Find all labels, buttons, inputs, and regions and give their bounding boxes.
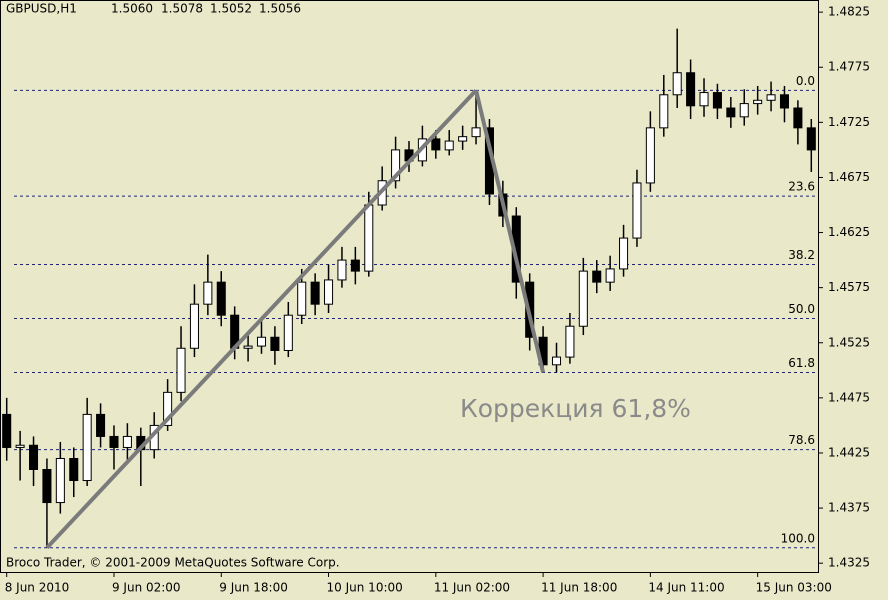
x-tick-label: 9 Jun 18:00 <box>219 581 288 595</box>
x-tick-label: 15 Jun 03:00 <box>756 581 832 595</box>
candle-body <box>779 94 789 109</box>
candle-body <box>96 413 106 437</box>
candle-body <box>256 336 267 347</box>
candle-body <box>55 457 65 504</box>
y-tick-label: 1.4575 <box>828 280 870 294</box>
x-tick-label: 8 Jun 2010 <box>5 581 70 595</box>
correction-trend <box>474 89 546 373</box>
candle-body <box>122 435 132 448</box>
y-tick-label: 1.4675 <box>828 170 870 184</box>
y-tick-label: 1.4375 <box>828 501 870 515</box>
candle-body <box>726 107 736 118</box>
candle-body <box>592 270 602 283</box>
fib-trend <box>45 89 478 550</box>
candle-body <box>471 127 481 138</box>
candle-body <box>203 281 213 305</box>
x-tick-label: 10 Jun 10:00 <box>327 581 403 595</box>
candle-body <box>270 336 280 351</box>
candle-body <box>42 469 52 504</box>
y-tick-label: 1.4425 <box>828 445 870 459</box>
candle-body <box>806 127 816 151</box>
candle-body <box>2 413 12 448</box>
candle-body <box>565 325 575 358</box>
candle-body <box>297 281 307 316</box>
candle-body <box>686 72 696 107</box>
candle-body <box>29 444 39 471</box>
candle-body <box>364 204 374 272</box>
fib-label: 78.6 <box>788 433 815 447</box>
candle-body <box>605 268 615 283</box>
candle-body <box>391 149 401 182</box>
quote-open: 1.5060 <box>111 2 153 16</box>
candle-body <box>793 107 803 129</box>
candle-body <box>109 435 119 448</box>
candle-body <box>69 457 79 482</box>
candle-body <box>337 259 347 281</box>
annotation: Коррекция 61,8% <box>460 394 691 423</box>
y-tick-label: 1.4775 <box>828 60 870 74</box>
candle-body <box>739 103 749 118</box>
y-tick-label: 1.4625 <box>828 225 870 239</box>
candle-body <box>578 270 588 327</box>
candle-body <box>659 94 669 129</box>
candle-body <box>645 127 655 184</box>
candle-body <box>458 136 468 142</box>
candle-body <box>699 92 709 107</box>
candle-body <box>324 279 334 305</box>
candle-body <box>672 72 682 96</box>
candle-body <box>753 99 763 105</box>
candle-body <box>189 303 199 349</box>
quote-high: 1.5078 <box>161 2 203 16</box>
candle-body <box>444 140 454 151</box>
x-tick-label: 9 Jun 02:00 <box>112 581 181 595</box>
candle-body <box>216 281 226 316</box>
y-tick-label: 1.4475 <box>828 390 870 404</box>
fib-label: 0.0 <box>796 74 815 88</box>
candle-body <box>82 413 92 482</box>
candle-body <box>551 356 562 366</box>
candle-body <box>431 138 441 151</box>
y-tick-label: 1.4725 <box>828 115 870 129</box>
footer: Broco Trader, © 2001-2009 MetaQuotes Sof… <box>6 556 340 570</box>
x-tick-label: 14 Jun 11:00 <box>648 581 724 595</box>
candle-body <box>163 391 173 426</box>
fib-label: 38.2 <box>788 248 815 262</box>
candle-body <box>243 345 253 349</box>
candle-body <box>15 444 25 448</box>
y-tick-label: 1.4525 <box>828 335 870 349</box>
y-tick-label: 1.4825 <box>828 5 870 19</box>
quote-low: 1.5052 <box>210 2 252 16</box>
candle-body <box>350 259 360 272</box>
candle-body <box>632 182 642 239</box>
fib-label: 23.6 <box>788 180 815 194</box>
fib-label: 61.8 <box>788 356 815 370</box>
quote-close: 1.5056 <box>259 2 301 16</box>
candle-body <box>176 347 186 393</box>
candle-body <box>619 237 629 270</box>
candle-body <box>283 314 293 351</box>
plot-frame <box>0 0 819 573</box>
candle-body <box>766 94 776 101</box>
chart-title: GBPUSD,H1 <box>6 2 77 16</box>
fib-label: 100.0 <box>781 531 815 545</box>
x-tick-label: 11 Jun 18:00 <box>541 581 617 595</box>
fib-label: 50.0 <box>788 302 815 316</box>
x-tick-label: 11 Jun 02:00 <box>434 581 510 595</box>
y-tick-label: 1.4325 <box>828 556 870 570</box>
candle-body <box>310 281 320 305</box>
candle-body <box>712 92 722 109</box>
